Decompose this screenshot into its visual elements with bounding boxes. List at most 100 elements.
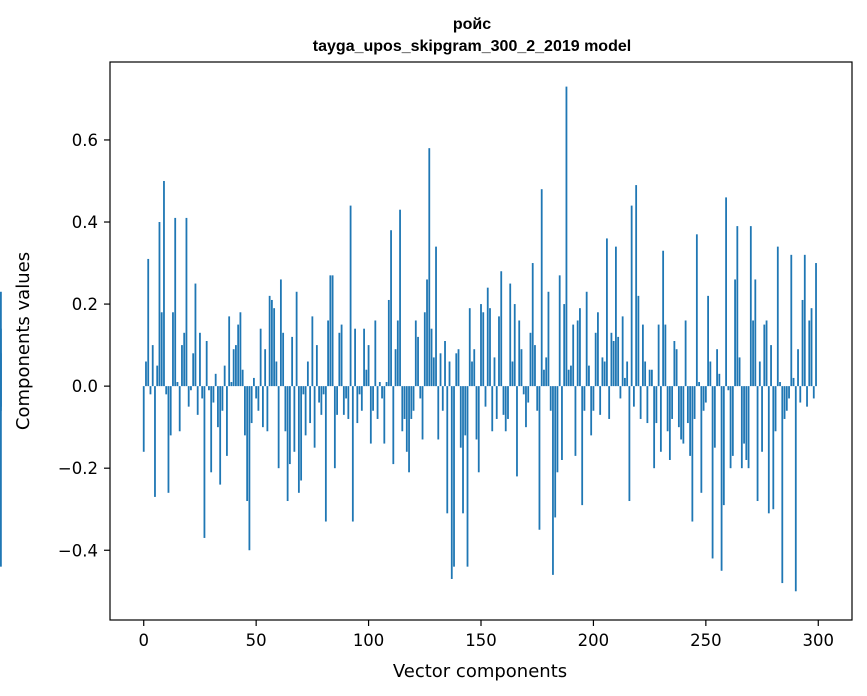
bar bbox=[160, 312, 163, 387]
bar bbox=[414, 320, 417, 387]
bar bbox=[338, 332, 341, 387]
bar bbox=[752, 320, 754, 387]
bar bbox=[498, 316, 500, 387]
bar bbox=[221, 386, 224, 411]
bar bbox=[468, 308, 471, 387]
bar bbox=[210, 386, 213, 473]
bar bbox=[520, 349, 523, 387]
bar bbox=[439, 353, 442, 387]
bar bbox=[300, 386, 303, 481]
bar bbox=[313, 386, 316, 448]
bar bbox=[493, 357, 496, 387]
bar bbox=[615, 246, 617, 387]
bar bbox=[511, 361, 514, 387]
x-tick-label: 50 bbox=[246, 631, 267, 650]
y-tick-label: 0.4 bbox=[72, 213, 98, 232]
bar bbox=[255, 386, 258, 399]
bar bbox=[572, 324, 575, 387]
bar bbox=[547, 291, 550, 387]
bar bbox=[324, 386, 327, 522]
bar bbox=[812, 386, 815, 399]
bar bbox=[327, 320, 330, 387]
bar bbox=[183, 332, 186, 387]
bar bbox=[707, 295, 709, 387]
bar bbox=[704, 386, 707, 403]
bar bbox=[0, 386, 2, 407]
bar bbox=[273, 308, 276, 387]
bar bbox=[331, 275, 334, 387]
bar bbox=[783, 386, 786, 419]
bar bbox=[655, 386, 658, 424]
bar bbox=[178, 386, 181, 432]
bar bbox=[275, 361, 278, 387]
bar bbox=[534, 345, 536, 387]
bar bbox=[776, 246, 779, 387]
bar bbox=[779, 382, 781, 387]
bar bbox=[383, 386, 386, 444]
bar bbox=[740, 386, 743, 469]
bar bbox=[259, 328, 262, 387]
bar bbox=[666, 386, 669, 432]
bar bbox=[444, 341, 446, 387]
bar bbox=[167, 386, 170, 493]
bar bbox=[612, 341, 615, 387]
bar bbox=[244, 386, 246, 436]
bar bbox=[619, 386, 622, 399]
bar bbox=[302, 386, 305, 395]
bar bbox=[644, 361, 647, 387]
bar bbox=[322, 386, 325, 395]
bar bbox=[556, 386, 559, 473]
bar bbox=[450, 386, 453, 579]
bar bbox=[309, 386, 312, 424]
bar bbox=[387, 299, 390, 387]
bar bbox=[181, 345, 183, 387]
bar bbox=[790, 254, 793, 387]
bar bbox=[480, 304, 482, 387]
bar bbox=[693, 386, 696, 419]
bar bbox=[151, 345, 154, 387]
bar bbox=[720, 386, 723, 571]
bar bbox=[430, 328, 433, 387]
bar bbox=[156, 365, 159, 387]
bar bbox=[0, 386, 2, 567]
bar bbox=[435, 246, 437, 387]
bar bbox=[471, 361, 473, 387]
bar bbox=[248, 386, 251, 551]
bar bbox=[223, 365, 226, 387]
bar bbox=[201, 386, 204, 399]
bar bbox=[792, 377, 795, 387]
bar bbox=[662, 250, 665, 387]
bar bbox=[502, 386, 505, 415]
bar bbox=[394, 349, 397, 387]
bar bbox=[585, 291, 588, 387]
bar bbox=[401, 386, 404, 432]
bar bbox=[765, 320, 768, 387]
bar bbox=[565, 86, 568, 387]
bar bbox=[367, 345, 370, 387]
bar bbox=[345, 386, 347, 399]
bar bbox=[630, 205, 633, 387]
bar bbox=[374, 320, 377, 387]
bar bbox=[190, 386, 192, 391]
bar bbox=[448, 361, 451, 387]
bar bbox=[749, 226, 752, 387]
bar bbox=[689, 386, 692, 456]
bar bbox=[329, 275, 332, 387]
bar bbox=[457, 349, 460, 387]
bar bbox=[797, 349, 799, 387]
bar bbox=[154, 386, 156, 497]
bar bbox=[716, 349, 718, 387]
bar bbox=[680, 386, 683, 440]
bar bbox=[169, 386, 172, 436]
bar bbox=[381, 386, 383, 399]
bar bbox=[464, 386, 467, 436]
x-tick-label: 150 bbox=[465, 631, 497, 650]
bar bbox=[232, 349, 235, 387]
bar bbox=[659, 386, 662, 452]
bar bbox=[239, 312, 242, 387]
bar bbox=[174, 217, 177, 387]
bar bbox=[632, 386, 635, 407]
bar bbox=[428, 148, 431, 387]
bar bbox=[318, 386, 321, 403]
bar bbox=[684, 320, 687, 387]
